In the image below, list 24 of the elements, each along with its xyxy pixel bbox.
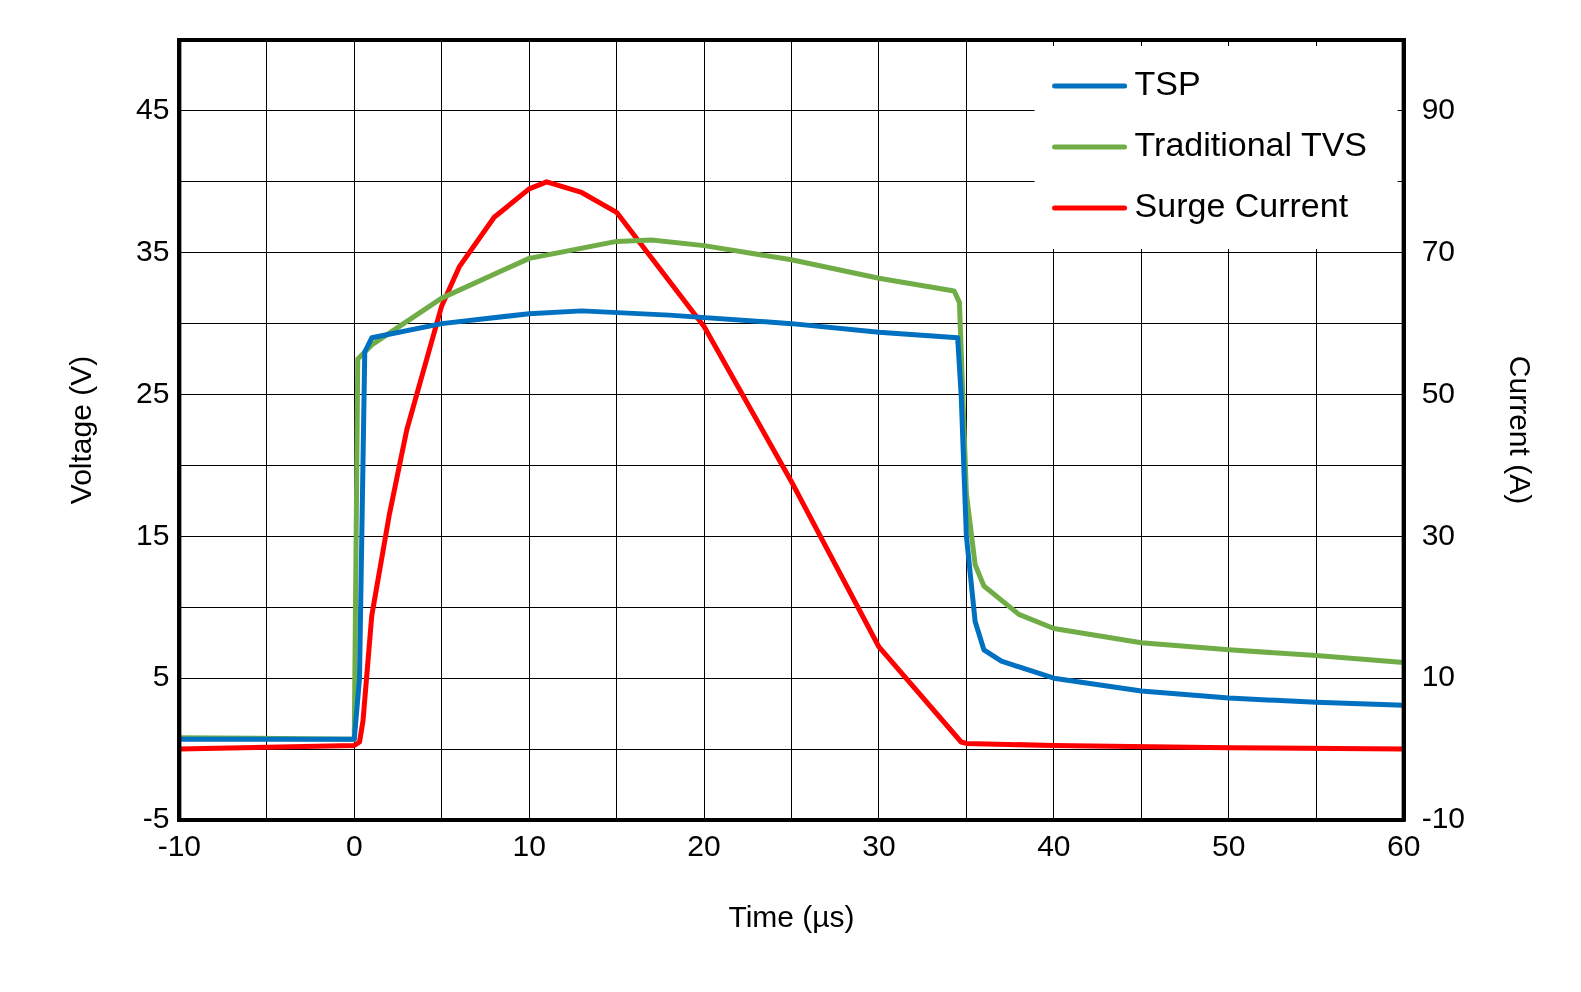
x-axis-title: Time (µs) [728, 900, 855, 934]
x-tick-label: 40 [1037, 829, 1071, 863]
y-tick-label: 15 [135, 517, 170, 551]
y-tick-label: 25 [135, 375, 170, 409]
y-tick-label: 35 [135, 233, 170, 267]
x-tick-label: 60 [1386, 829, 1421, 863]
x-tick-label: 30 [862, 829, 896, 863]
x-tick-label: 50 [1212, 829, 1246, 863]
y2-tick-label: 70 [1421, 233, 1456, 267]
y2-tick-label: 10 [1421, 659, 1456, 693]
y2-tick-label: 50 [1421, 375, 1456, 409]
x-tick-label: 10 [512, 829, 546, 863]
y-tick-label: 5 [152, 659, 170, 693]
legend-label: Traditional TVS [1134, 125, 1368, 164]
x-tick-label: 20 [687, 829, 721, 863]
x-tick-label: 0 [345, 829, 363, 863]
legend-label: Surge Current [1134, 186, 1349, 225]
y-axis-title: Voltage (V) [64, 355, 98, 505]
y2-axis-title: Current (A) [1503, 355, 1537, 505]
y2-tick-label: 90 [1421, 92, 1456, 126]
y2-tick-label: 30 [1421, 517, 1456, 551]
y-tick-label: 45 [135, 92, 170, 126]
y2-tick-label: -10 [1421, 801, 1465, 835]
legend-label: TSP [1134, 64, 1201, 103]
